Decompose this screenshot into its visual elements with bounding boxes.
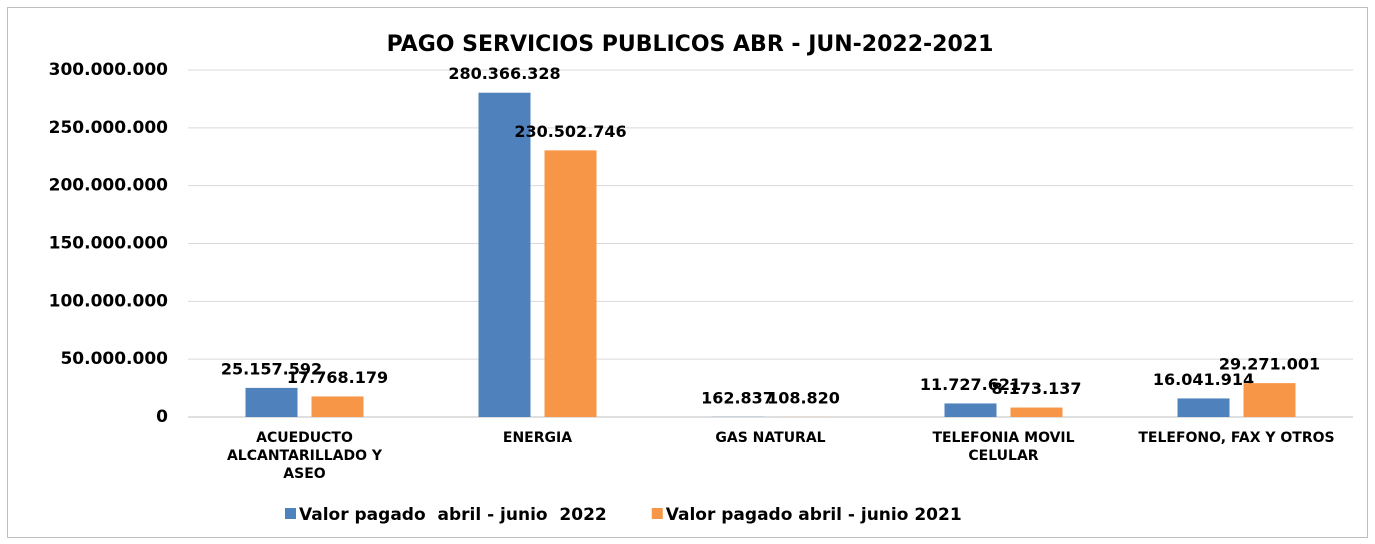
x-tick-label: TELEFONIA MOVIL CELULAR: [932, 430, 1075, 464]
x-tick-label: GAS NATURAL: [715, 430, 826, 446]
legend-label: Valor pagado abril - junio 2022: [299, 505, 607, 525]
x-tick-label: TELEFONO, FAX Y OTROS: [1138, 430, 1335, 446]
y-tick-label: 50.000.000: [60, 349, 168, 369]
chart-title: PAGO SERVICIOS PUBLICOS ABR - JUN-2022-2…: [387, 32, 994, 57]
y-tick-label: 300.000.000: [49, 60, 169, 80]
legend-swatch: [285, 508, 296, 519]
bar: [944, 403, 997, 417]
data-label: 25.157.592: [221, 359, 322, 378]
y-tick-label: 150.000.000: [49, 234, 169, 254]
data-label: 11.727.621: [920, 375, 1021, 394]
data-label: 162.837: [701, 388, 774, 407]
legend-swatch: [651, 508, 663, 519]
bar: [311, 396, 364, 417]
y-tick-label: 100.000.000: [49, 291, 169, 311]
bar: [245, 387, 298, 417]
data-label: 8.173.137: [991, 379, 1081, 398]
bar: [1243, 383, 1296, 417]
data-label: 230.502.746: [514, 122, 626, 141]
legend-label: Valor pagado abril - junio 2021: [666, 505, 962, 525]
y-tick-label: 200.000.000: [49, 176, 169, 196]
data-label: 108.820: [767, 388, 840, 407]
y-tick-label: 0: [156, 407, 168, 427]
y-tick-label: 250.000.000: [49, 118, 169, 138]
x-tick-label: ENERGIA: [502, 430, 573, 446]
data-label: 280.366.328: [448, 64, 560, 83]
data-label: 16.041.914: [1153, 370, 1254, 389]
bar: [1010, 407, 1063, 417]
data-label: 17.768.179: [287, 368, 388, 387]
bar: [1177, 398, 1230, 417]
bar: [478, 92, 531, 417]
data-label: 29.271.001: [1219, 355, 1320, 374]
x-tick-label: ACUEDUCTO ALCANTARILLADO Y ASEO: [226, 430, 383, 482]
chart-border: [7, 7, 1368, 538]
bar: [544, 150, 597, 417]
